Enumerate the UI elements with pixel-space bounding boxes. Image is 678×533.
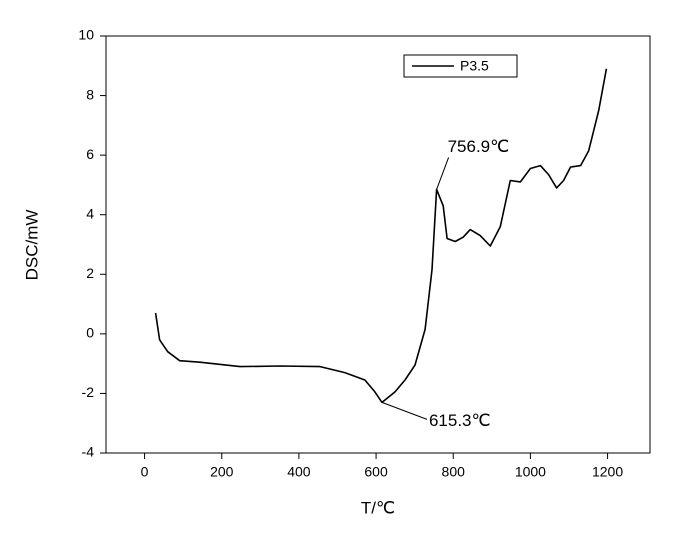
x-tick-label: 400 [287, 464, 311, 480]
annotation: 756.9℃ [448, 137, 510, 156]
annotation: 615.3℃ [429, 411, 491, 430]
x-tick-label: 800 [442, 464, 466, 480]
legend-label: P3.5 [460, 58, 489, 74]
y-tick-label: 0 [86, 325, 94, 341]
y-tick-label: 8 [86, 86, 94, 102]
y-tick-label: -4 [82, 444, 95, 460]
x-tick-label: 0 [141, 464, 149, 480]
y-tick-label: 4 [86, 205, 94, 221]
x-tick-label: 600 [364, 464, 388, 480]
x-axis-label: T/℃ [361, 498, 395, 517]
y-tick-label: 6 [86, 146, 94, 162]
plot-frame [105, 35, 651, 454]
data-line [154, 68, 608, 404]
y-tick-label: -2 [82, 384, 95, 400]
y-axis-label: DSC/mW [22, 210, 41, 281]
y-tick-label: 2 [86, 265, 94, 281]
x-tick-label: 200 [210, 464, 234, 480]
annotation-leader [436, 157, 450, 190]
legend-box [403, 54, 518, 78]
x-tick-label: 1000 [515, 464, 546, 480]
annotation-leader [381, 401, 428, 420]
x-tick-label: 1200 [592, 464, 623, 480]
y-tick-label: 10 [78, 27, 94, 43]
